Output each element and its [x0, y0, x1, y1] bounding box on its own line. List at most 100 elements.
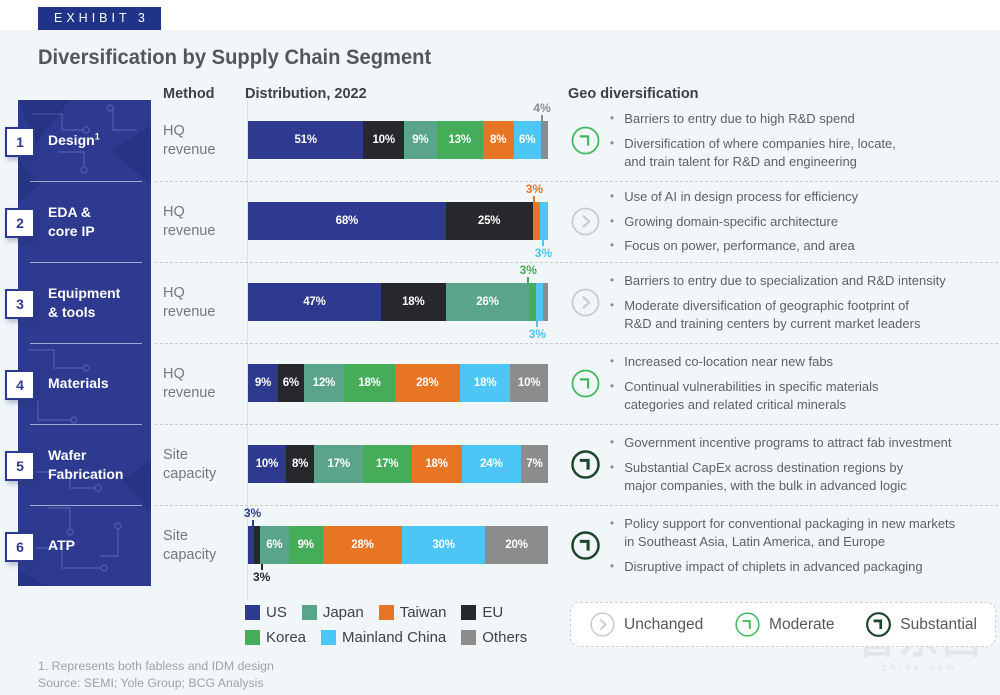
- bullet-text: Growing domain-specific architecture: [624, 213, 839, 229]
- bar-segment-eu: 25%: [445, 202, 533, 240]
- geo-bullet: • Increased co-location near new fabs: [610, 353, 998, 371]
- bar-segment-us: [248, 526, 255, 564]
- row-separator: [155, 424, 998, 425]
- legend-label: Mainland China: [342, 629, 447, 646]
- exhibit-badge: EXHIBIT 3: [38, 7, 161, 30]
- row-separator: [155, 262, 998, 263]
- segment-value-label: 28%: [351, 539, 374, 551]
- distribution-bar: 10% 8% 17% 17% 18% 24% 7%: [248, 445, 548, 483]
- bar-segment-mainland_china: 18%: [460, 364, 511, 402]
- bullet-text: Moderate diversification of geographic f…: [624, 298, 921, 331]
- panel-divider: [30, 262, 142, 263]
- segment-value-label: 51%: [294, 134, 317, 146]
- segment-label: Design1: [48, 131, 100, 149]
- segment-value-label: 9%: [412, 134, 429, 146]
- row-separator: [155, 181, 998, 182]
- bar-segment-eu: 8%: [285, 445, 315, 483]
- bar-segment-eu: [254, 526, 261, 564]
- bar-segment-korea: 17%: [362, 445, 412, 483]
- method-label: Site capacity: [163, 527, 217, 563]
- segment-value-label: 4%: [533, 101, 551, 115]
- bar-segment-taiwan: 28%: [394, 364, 461, 402]
- bar-segment-japan: 9%: [403, 121, 437, 159]
- legend-item-taiwan: Taiwan: [378, 604, 446, 621]
- geo-bullets: • Increased co-location near new fabs • Con…: [610, 343, 998, 424]
- label-tick: [541, 115, 544, 121]
- circuit-pattern-decoration: [18, 100, 151, 586]
- segment-value-label: 3%: [525, 182, 544, 196]
- bar-segment-eu: 6%: [278, 364, 304, 402]
- legend-chip-eu: [461, 605, 477, 620]
- segment-value-label: 8%: [291, 458, 309, 470]
- bullet-text: Disruptive impact of chiplets in advance…: [624, 558, 923, 574]
- legend-item-others: Others: [461, 629, 527, 646]
- segment-value-label: 3%: [534, 246, 553, 260]
- geo-bullet: • Growing domain-specific architecture: [610, 213, 998, 231]
- footnote-1: 1. Represents both fabless and IDM desig…: [38, 659, 274, 673]
- label-tick: [260, 564, 263, 570]
- moderate-icon: [570, 368, 601, 399]
- segment-value-label: 13%: [448, 134, 471, 146]
- geo-bullet: • Disruptive impact of chiplets in advanc…: [610, 558, 998, 576]
- segment-value-label: 25%: [477, 215, 501, 227]
- row-number-badge: 3: [5, 289, 35, 319]
- panel-divider: [30, 505, 142, 506]
- bullet-dot-icon: •: [610, 298, 615, 313]
- watermark-url: zhidx.com: [881, 662, 959, 672]
- bullet-dot-icon: •: [610, 273, 615, 288]
- segment-row-6: 6 ATP Site capacity 6% 9% 28% 30% 20% 3% 3% • Polic…: [0, 505, 1000, 586]
- geo-legend-item-moderate: Moderate: [734, 611, 835, 638]
- geo-bullets: • Barriers to entry due to high R&D spend…: [610, 100, 998, 181]
- bar-segment-korea: 13%: [436, 121, 483, 159]
- panel-divider: [30, 343, 142, 344]
- legend-item-us: US: [245, 604, 287, 621]
- legend-item-korea: Korea: [245, 629, 306, 646]
- panel-divider: [30, 181, 142, 182]
- bullet-dot-icon: •: [610, 460, 615, 475]
- unchanged-icon: [570, 206, 601, 237]
- bullet-text: Use of AI in design process for efficien…: [624, 188, 859, 204]
- geo-legend-label: Moderate: [769, 615, 835, 633]
- bar-segment-taiwan: 18%: [411, 445, 462, 483]
- geo-bullet: • Continual vulnerabilities in specific m…: [610, 378, 998, 414]
- footnotes: 1. Represents both fabless and IDM desig…: [38, 658, 274, 692]
- legend-chip-us: [245, 605, 260, 620]
- bar-segment-taiwan: 28%: [322, 526, 402, 564]
- legend-label: US: [266, 604, 287, 621]
- segment-label: Wafer Fabrication: [48, 447, 124, 482]
- geo-bullets: • Barriers to entry due to specialization…: [610, 262, 998, 343]
- segment-value-label: 18%: [358, 377, 381, 389]
- geo-bullets: • Policy support for conventional packagi…: [610, 505, 998, 586]
- segment-value-label: 9%: [254, 377, 272, 389]
- label-tick: [527, 277, 530, 283]
- segment-row-4: 4 Materials HQ revenue 9% 6% 12% 18% 28% 18% 10% •…: [0, 343, 1000, 424]
- bar-segment-japan: 26%: [445, 283, 530, 321]
- segment-value-label: 10%: [372, 134, 395, 146]
- segment-row-2: 2 EDA & core IP HQ revenue 68% 25% 3% 3% • Use o…: [0, 181, 1000, 262]
- segment-row-3: 3 Equipment & tools HQ revenue 47% 18% 26% 3% 3…: [0, 262, 1000, 343]
- legend-label: Others: [482, 629, 528, 646]
- segment-value-label: 10%: [517, 377, 541, 389]
- segment-value-label: 18%: [425, 458, 448, 470]
- bar-segment-us: 51%: [248, 121, 364, 159]
- segment-rows-container: 1 Design1 HQ revenue 51% 10% 9% 13% 8% 6% 4% • Barr…: [0, 100, 1000, 586]
- bar-segment-others: 10%: [510, 364, 549, 402]
- panel-divider: [30, 424, 142, 425]
- distribution-bar: 47% 18% 26%: [248, 283, 548, 321]
- legend-chip-taiwan: [378, 605, 394, 620]
- substantial-icon: [865, 611, 892, 638]
- bar-segment-us: 10%: [248, 445, 286, 483]
- bullet-dot-icon: •: [610, 136, 615, 151]
- geo-bullet: • Policy support for conventional packagi…: [610, 515, 998, 551]
- distribution-bar: 51% 10% 9% 13% 8% 6%: [248, 121, 548, 159]
- bullet-dot-icon: •: [610, 213, 615, 228]
- segment-value-label: 68%: [335, 215, 359, 227]
- row-separator: [155, 505, 998, 506]
- bullet-dot-icon: •: [610, 516, 615, 531]
- bullet-text: Barriers to entry due to high R&D spend: [624, 111, 855, 127]
- bullet-text: Policy support for conventional packagin…: [624, 516, 956, 550]
- bullet-dot-icon: •: [610, 354, 615, 369]
- segment-row-1: 1 Design1 HQ revenue 51% 10% 9% 13% 8% 6% 4% • Barr…: [0, 100, 1000, 181]
- bullet-dot-icon: •: [610, 558, 615, 573]
- bar-segment-taiwan: 8%: [482, 121, 514, 159]
